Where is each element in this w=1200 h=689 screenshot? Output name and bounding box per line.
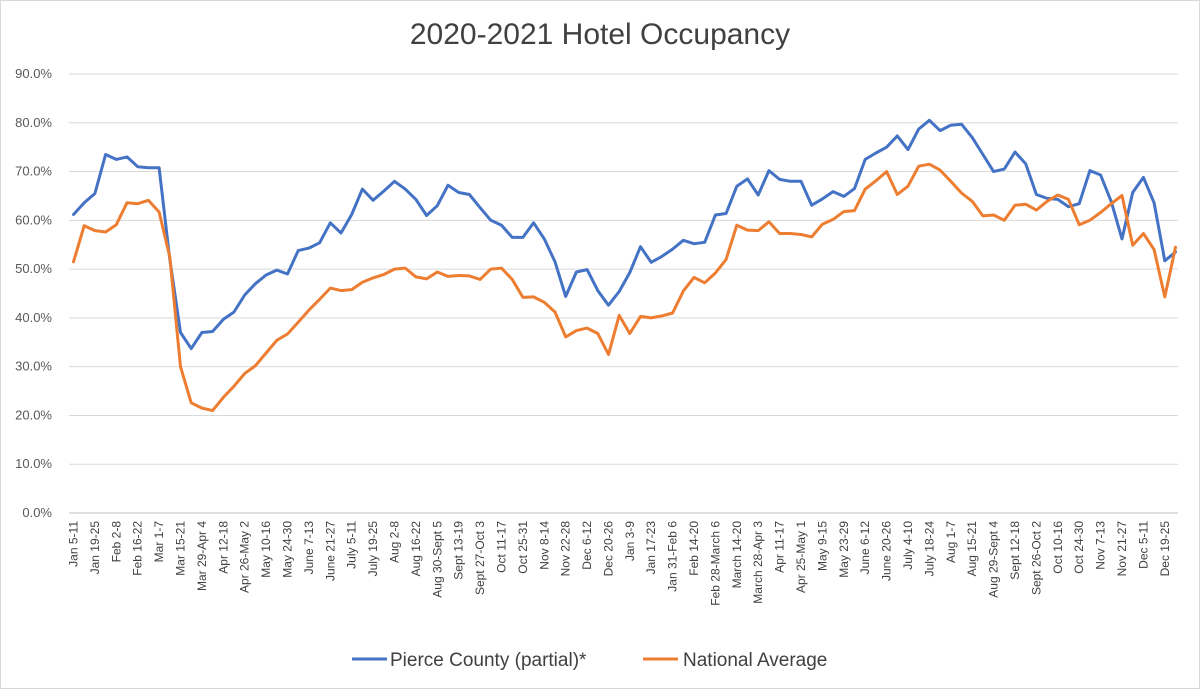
x-tick-label: Jan 3-9	[623, 521, 637, 561]
legend-label-national: National Average	[683, 650, 827, 671]
x-tick-label: Mar 15-21	[174, 521, 188, 576]
x-tick-label: Sept 13-19	[452, 521, 466, 580]
x-tick-label: Aug 2-8	[388, 521, 402, 563]
x-tick-label: March 28-Apr 3	[751, 521, 765, 604]
x-tick-label: Nov 7-13	[1094, 521, 1108, 570]
y-tick-label: 60.0%	[15, 212, 52, 227]
x-tick-label: Jan 5-11	[67, 521, 81, 567]
x-tick-label: Apr 26-May 2	[238, 521, 252, 593]
x-axis-tick-labels: Jan 5-11 Jan 19-25 Feb 2-8 Feb 16-22 Mar 1-7…	[67, 521, 1172, 606]
x-tick-label: Apr 11-17	[773, 521, 787, 573]
x-tick-label: Sept 27-Oct 3	[473, 521, 487, 595]
x-tick-label: Dec 19-25	[1158, 521, 1172, 577]
y-tick-label: 30.0%	[15, 359, 52, 374]
x-tick-label: Aug 16-22	[409, 521, 423, 577]
x-tick-label: Sept 12-18	[1008, 521, 1022, 580]
x-tick-label: Dec 6-12	[580, 521, 594, 570]
x-tick-label: Aug 1-7	[944, 521, 958, 563]
y-tick-label: 40.0%	[15, 310, 52, 325]
x-tick-label: Nov 21-27	[1115, 521, 1129, 577]
y-tick-label: 50.0%	[15, 261, 52, 276]
x-tick-label: June 7-13	[302, 521, 316, 575]
y-tick-label: 90.0%	[15, 66, 52, 81]
y-tick-label: 0.0%	[22, 505, 52, 520]
x-tick-label: Jan 31-Feb 6	[666, 521, 680, 592]
x-tick-label: May 24-30	[281, 521, 295, 578]
x-tick-label: Feb 2-8	[109, 521, 123, 563]
x-tick-label: Oct 24-30	[1072, 521, 1086, 574]
x-tick-label: July 4-10	[901, 521, 915, 570]
x-tick-label: Feb 14-20	[687, 521, 701, 576]
x-tick-label: June 21-27	[323, 521, 337, 581]
x-tick-label: Feb 28-March 6	[708, 521, 722, 606]
x-tick-label: Dec 5-11	[1136, 521, 1150, 569]
x-tick-label: June 6-12	[858, 521, 872, 575]
x-tick-label: Nov 8-14	[537, 521, 551, 570]
x-tick-label: Oct 11-17	[495, 521, 509, 573]
x-tick-label: Jan 19-25	[88, 521, 102, 575]
x-tick-label: Apr 25-May 1	[794, 521, 808, 593]
y-tick-label: 70.0%	[15, 164, 52, 179]
legend-item-national: National Average	[643, 650, 827, 671]
x-tick-label: May 9-15	[815, 521, 829, 571]
series-line-pierce-county	[72, 118, 1177, 351]
x-tick-label: Mar 1-7	[152, 521, 166, 563]
x-tick-label: July 19-25	[366, 521, 380, 577]
series-line-national-average	[72, 162, 1177, 413]
x-tick-label: July 18-24	[922, 521, 936, 577]
x-tick-label: March 14-20	[730, 521, 744, 589]
x-tick-label: Aug 30-Sept 5	[430, 521, 444, 598]
x-tick-label: Oct 10-16	[1051, 521, 1065, 574]
x-tick-label: Aug 15-21	[965, 521, 979, 577]
legend: Pierce County (partial)* National Averag…	[352, 650, 827, 671]
chart-title: 2020-2021 Hotel Occupancy	[410, 18, 790, 51]
x-tick-label: Jan 17-23	[644, 521, 658, 575]
y-tick-label: 20.0%	[15, 407, 52, 422]
x-tick-label: Aug 29-Sept 4	[987, 521, 1001, 598]
x-tick-label: Nov 22-28	[559, 521, 573, 577]
y-tick-label: 10.0%	[15, 456, 52, 471]
x-tick-label: Feb 16-22	[131, 521, 145, 576]
series-lines	[72, 118, 1177, 413]
x-tick-label: June 20-26	[880, 521, 894, 581]
y-tick-label: 80.0%	[15, 115, 52, 130]
x-tick-label: Sept 26-Oct 2	[1029, 521, 1043, 595]
x-tick-label: Mar 29-Apr 4	[195, 521, 209, 591]
x-tick-label: Dec 20-26	[602, 521, 616, 577]
x-tick-label: Oct 25-31	[516, 521, 530, 574]
legend-label-pierce: Pierce County (partial)*	[390, 650, 587, 671]
x-tick-label: May 10-16	[259, 521, 273, 578]
x-tick-label: May 23-29	[837, 521, 851, 578]
y-axis-tick-labels: 0.0% 10.0% 20.0% 30.0% 40.0% 50.0% 60.0% 70.0% 8…	[15, 66, 52, 520]
x-tick-label: July 5-11	[345, 521, 359, 569]
x-tick-label: Apr 12-18	[216, 521, 230, 574]
legend-item-pierce: Pierce County (partial)*	[352, 650, 587, 671]
